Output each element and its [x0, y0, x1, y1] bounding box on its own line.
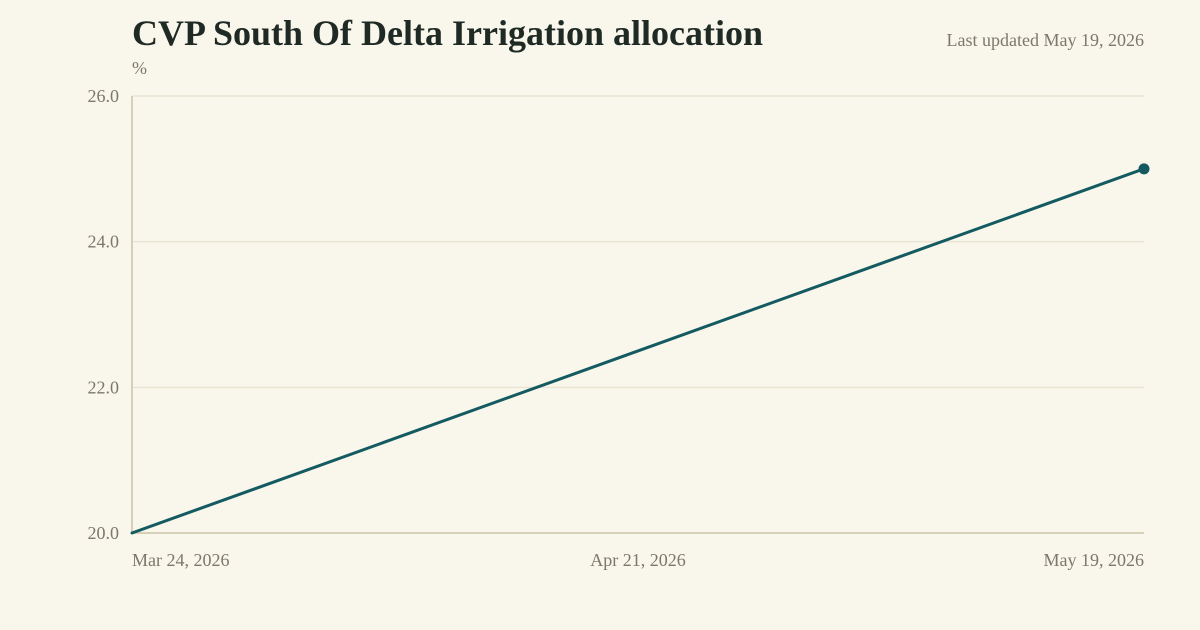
series-layer	[130, 163, 1150, 535]
y-tick-label: 20.0	[88, 523, 120, 543]
y-tick-labels: 20.0 22.0 24.0 26.0	[88, 86, 120, 543]
chart-title: CVP South Of Delta Irrigation allocation	[132, 13, 763, 53]
x-tick-label: Apr 21, 2026	[590, 550, 686, 570]
last-updated-label: Last updated May 19, 2026	[946, 30, 1144, 50]
x-tick-label: Mar 24, 2026	[132, 550, 230, 570]
axes	[131, 96, 1144, 534]
y-tick-label: 24.0	[88, 232, 120, 252]
grid-lines	[132, 95, 1144, 389]
y-tick-label: 22.0	[88, 377, 120, 397]
data-point-latest	[1138, 163, 1150, 175]
x-tick-label: May 19, 2026	[1044, 550, 1145, 570]
x-tick-labels: Mar 24, 2026 Apr 21, 2026 May 19, 2026	[132, 550, 1144, 570]
series-line	[130, 167, 1146, 535]
y-axis-unit-label: %	[132, 58, 147, 78]
y-tick-label: 26.0	[88, 86, 120, 106]
